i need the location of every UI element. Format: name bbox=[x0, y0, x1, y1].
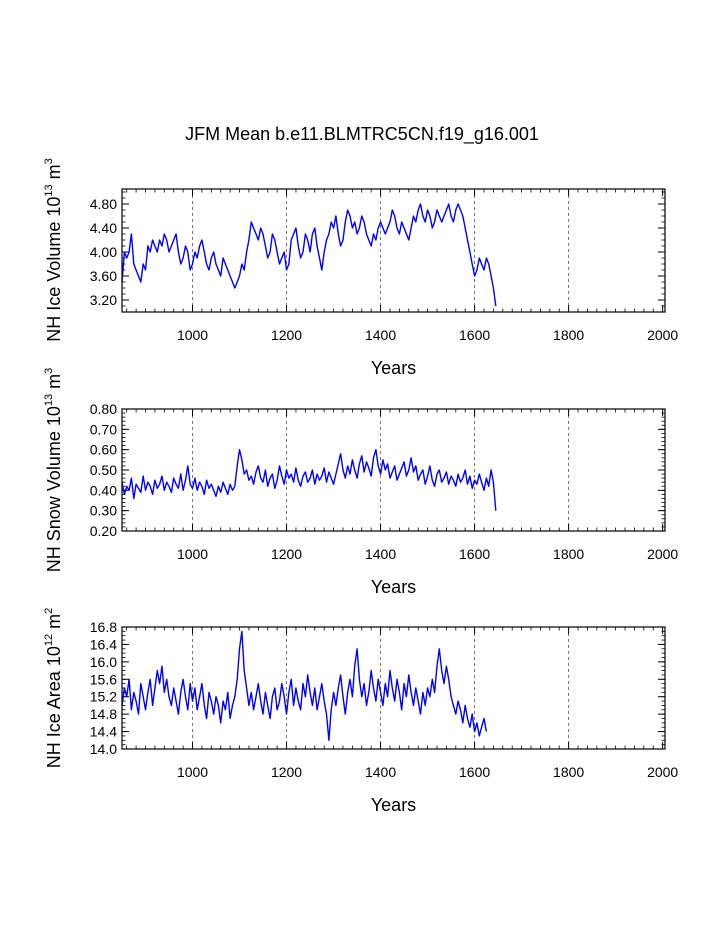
ice-volume-ytick-label: 4.00 bbox=[90, 244, 117, 260]
figure-title: JFM Mean b.e11.BLMTRC5CN.f19_g16.001 bbox=[185, 124, 539, 145]
ice-volume-series-line bbox=[121, 203, 497, 307]
ice-area-ytick-label: 14.8 bbox=[90, 706, 117, 722]
ice-area-xlabel: Years bbox=[371, 795, 416, 815]
panel-ice-volume: 1000 1200 1400 1600 1800 2000 3.20 3.60 4.00 4.40… bbox=[43, 158, 678, 378]
ice-volume-xtick-label: 1000 bbox=[177, 327, 208, 343]
snow-volume-xtick-label: 2000 bbox=[647, 546, 678, 562]
ice-volume-ytick-label: 4.80 bbox=[90, 196, 117, 212]
snow-volume-ytick-label: 0.50 bbox=[90, 462, 117, 478]
ice-area-xtick-label: 1400 bbox=[365, 764, 396, 780]
ice-area-ytick-label: 15.6 bbox=[90, 671, 117, 687]
ice-area-ytick-label: 15.2 bbox=[90, 689, 117, 705]
ice-area-xtick-label: 1600 bbox=[459, 764, 490, 780]
snow-volume-ytick-label: 0.70 bbox=[90, 421, 117, 437]
ice-volume-xlabel: Years bbox=[371, 358, 416, 378]
ice-volume-xtick-label: 1200 bbox=[271, 327, 302, 343]
ice-area-ylabel: NH Ice Area 1012 m2 bbox=[43, 608, 64, 768]
ice-volume-xtick-label: 1400 bbox=[365, 327, 396, 343]
ice-volume-xtick-label: 1800 bbox=[553, 327, 584, 343]
snow-volume-ytick-label: 0.40 bbox=[90, 482, 117, 498]
ice-area-ytick-label: 14.0 bbox=[90, 741, 117, 757]
ice-volume-ytick-label: 3.20 bbox=[90, 292, 117, 308]
ice-volume-ytick-label: 4.40 bbox=[90, 220, 117, 236]
snow-volume-ytick-label: 0.20 bbox=[90, 523, 117, 539]
ice-area-series-line bbox=[121, 630, 488, 741]
ice-volume-ylabel: NH Ice Volume 1013 m3 bbox=[43, 158, 64, 341]
ice-volume-ytick-label: 3.60 bbox=[90, 268, 117, 284]
ice-area-plot-frame bbox=[121, 626, 666, 750]
snow-volume-xlabel: Years bbox=[371, 577, 416, 597]
panel-snow-volume: 1000 1200 1400 1600 1800 2000 0.20 0.30 0.40 0.50… bbox=[43, 368, 678, 597]
ice-volume-xtick-label: 1600 bbox=[459, 327, 490, 343]
ice-area-xtick-label: 1200 bbox=[271, 764, 302, 780]
snow-volume-xtick-label: 1800 bbox=[553, 546, 584, 562]
snow-volume-ylabel: NH Snow Volume 1013 m3 bbox=[43, 368, 64, 572]
snow-volume-ytick-label: 0.30 bbox=[90, 503, 117, 519]
ice-area-ytick-label: 16.4 bbox=[90, 636, 117, 652]
snow-volume-xtick-label: 1000 bbox=[177, 546, 208, 562]
snow-volume-xtick-label: 1600 bbox=[459, 546, 490, 562]
ice-area-ytick-label: 14.4 bbox=[90, 724, 117, 740]
snow-volume-xtick-label: 1200 bbox=[271, 546, 302, 562]
snow-volume-ytick-label: 0.60 bbox=[90, 442, 117, 458]
ice-area-xtick-label: 1800 bbox=[553, 764, 584, 780]
ice-volume-xtick-label: 2000 bbox=[647, 327, 678, 343]
snow-volume-ytick-label: 0.80 bbox=[90, 401, 117, 417]
ice-area-xtick-label: 1000 bbox=[177, 764, 208, 780]
panel-ice-area: 1000 1200 1400 1600 1800 2000 14.014.4 14.815.2… bbox=[43, 608, 678, 815]
snow-volume-plot-frame bbox=[121, 408, 666, 532]
snow-volume-series-line bbox=[121, 449, 497, 511]
ice-area-ytick-label: 16.8 bbox=[90, 619, 117, 635]
snow-volume-xtick-label: 1400 bbox=[365, 546, 396, 562]
ice-area-xtick-label: 2000 bbox=[647, 764, 678, 780]
ice-area-ytick-label: 16.0 bbox=[90, 654, 117, 670]
ice-volume-plot-frame bbox=[121, 188, 666, 313]
